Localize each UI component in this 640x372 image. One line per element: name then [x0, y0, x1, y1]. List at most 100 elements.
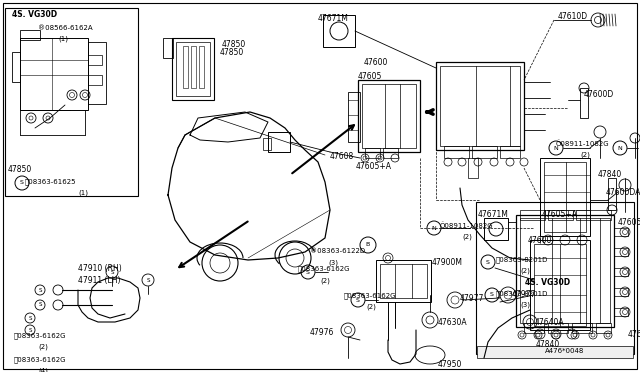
- Text: S: S: [38, 288, 42, 292]
- Text: 47608: 47608: [330, 152, 355, 161]
- Text: 47610D: 47610D: [558, 12, 588, 21]
- Text: S: S: [28, 327, 32, 333]
- Bar: [530, 240, 590, 330]
- Text: 47608: 47608: [628, 330, 640, 339]
- Text: N: N: [618, 145, 622, 151]
- Text: 4S. VG30D: 4S. VG30D: [12, 10, 57, 19]
- Text: 47840: 47840: [598, 170, 622, 179]
- Bar: [12, 52, 20, 82]
- Bar: [614, 288, 628, 296]
- Text: 47977: 47977: [460, 294, 484, 303]
- Text: 47605: 47605: [358, 72, 382, 81]
- Bar: [477, 346, 633, 358]
- Text: (2): (2): [462, 234, 472, 241]
- Bar: [163, 38, 173, 58]
- Bar: [362, 84, 416, 148]
- Text: Ⓜ08363-6162G: Ⓜ08363-6162G: [14, 332, 67, 339]
- Text: S: S: [20, 180, 24, 186]
- Text: 47600: 47600: [364, 58, 388, 67]
- Text: (2): (2): [38, 344, 48, 350]
- Bar: [440, 66, 520, 146]
- Bar: [183, 46, 188, 88]
- Text: 47910 (RH): 47910 (RH): [78, 264, 122, 273]
- Bar: [358, 80, 420, 152]
- Text: 47605+A: 47605+A: [542, 210, 578, 219]
- Bar: [484, 218, 508, 240]
- Bar: [20, 38, 88, 110]
- Bar: [614, 268, 628, 276]
- Text: (1): (1): [78, 190, 88, 196]
- Bar: [5, 8, 138, 196]
- Text: 4S. VG30D: 4S. VG30D: [525, 278, 570, 287]
- Text: S: S: [306, 269, 310, 275]
- Text: 47977: 47977: [512, 290, 536, 299]
- Text: 47911 (LH): 47911 (LH): [78, 276, 120, 285]
- Text: (4): (4): [38, 368, 48, 372]
- Text: 47950: 47950: [438, 360, 462, 369]
- Bar: [263, 138, 271, 150]
- Text: 47605+A: 47605+A: [356, 162, 392, 171]
- Bar: [383, 148, 398, 158]
- Text: Ⓜ08363-6162G: Ⓜ08363-6162G: [14, 356, 67, 363]
- Bar: [576, 210, 611, 220]
- Text: ®08566-6162A: ®08566-6162A: [38, 25, 93, 31]
- Text: (3): (3): [520, 302, 530, 308]
- Bar: [88, 75, 102, 85]
- Bar: [199, 46, 204, 88]
- Bar: [268, 132, 290, 152]
- Bar: [548, 323, 568, 333]
- Bar: [365, 148, 380, 158]
- Bar: [88, 55, 102, 65]
- Text: 47600: 47600: [528, 236, 552, 245]
- Bar: [191, 46, 196, 88]
- Text: 47850: 47850: [8, 165, 32, 174]
- Bar: [572, 323, 592, 333]
- Text: 47671M: 47671M: [478, 210, 509, 219]
- Bar: [20, 30, 40, 40]
- Text: B: B: [366, 243, 370, 247]
- Bar: [516, 215, 614, 327]
- Text: (2): (2): [580, 152, 590, 158]
- Text: 47640A: 47640A: [535, 318, 564, 327]
- Text: 47976: 47976: [310, 328, 334, 337]
- Bar: [323, 15, 355, 47]
- Text: S: S: [486, 260, 490, 264]
- Bar: [176, 42, 210, 96]
- Bar: [544, 162, 586, 232]
- Bar: [580, 88, 588, 118]
- Bar: [476, 202, 634, 354]
- Text: A476*0048: A476*0048: [545, 348, 584, 354]
- Text: S: S: [147, 278, 150, 282]
- Bar: [376, 260, 431, 302]
- Text: S: S: [110, 269, 114, 275]
- Text: 47850: 47850: [220, 48, 244, 57]
- Bar: [172, 38, 214, 100]
- Text: 47850: 47850: [222, 40, 246, 49]
- Text: Ⓜ08363-61625: Ⓜ08363-61625: [25, 178, 77, 185]
- Bar: [436, 62, 524, 150]
- Text: Ô08911-1082G: Ô08911-1082G: [556, 140, 610, 147]
- Text: 47605: 47605: [618, 218, 640, 227]
- Bar: [88, 42, 106, 104]
- Text: 47671M: 47671M: [318, 14, 349, 23]
- Text: (2): (2): [320, 277, 330, 283]
- Bar: [534, 244, 586, 326]
- Text: 47900M: 47900M: [432, 258, 463, 267]
- Bar: [348, 92, 360, 142]
- Text: ®08363-6122D: ®08363-6122D: [310, 248, 365, 254]
- Text: Ⓜ08363-8201D: Ⓜ08363-8201D: [496, 290, 548, 296]
- Bar: [468, 158, 478, 178]
- Text: Ô08911-1082G: Ô08911-1082G: [440, 222, 493, 228]
- Bar: [614, 248, 628, 256]
- Text: (2): (2): [366, 304, 376, 311]
- Bar: [608, 178, 616, 210]
- Text: Ⓜ08363-8201D: Ⓜ08363-8201D: [496, 256, 548, 263]
- Bar: [524, 323, 544, 333]
- Bar: [472, 146, 497, 158]
- Text: S: S: [28, 315, 32, 321]
- Text: 47600DA: 47600DA: [606, 188, 640, 197]
- Bar: [380, 264, 427, 298]
- Text: S: S: [490, 292, 494, 298]
- Bar: [520, 210, 545, 220]
- Bar: [596, 323, 611, 333]
